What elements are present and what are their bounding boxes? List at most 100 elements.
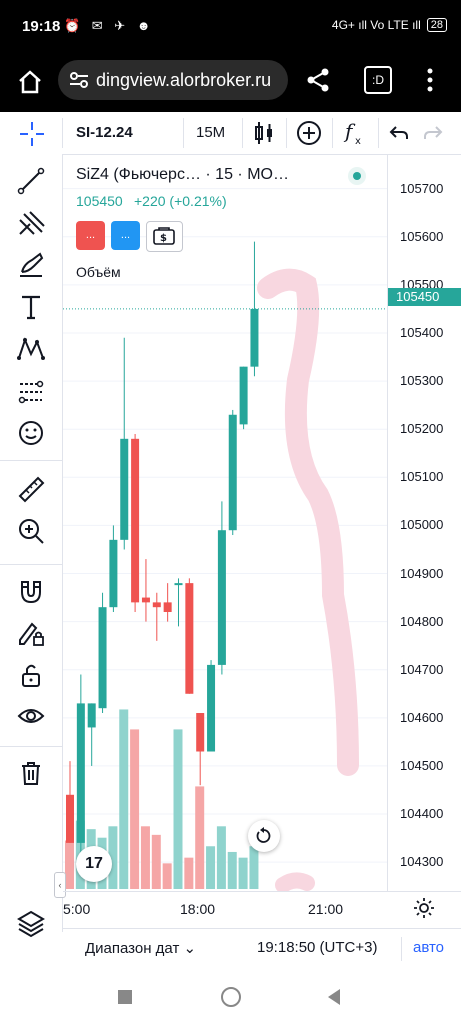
volume-bar xyxy=(140,826,150,889)
zoom-in-icon[interactable] xyxy=(16,516,46,546)
divider xyxy=(0,460,62,461)
market-status-icon[interactable] xyxy=(348,167,366,185)
volume-bar xyxy=(173,729,183,889)
volume-bar xyxy=(216,826,226,889)
status-time: 19:18 xyxy=(22,18,61,35)
date-range-button[interactable]: Диапазон дат ⌄ xyxy=(85,939,196,957)
volume-indicator-label[interactable]: Объём xyxy=(76,264,121,280)
url-text[interactable]: dingview.alorbroker.ru xyxy=(96,69,272,90)
volume-bar xyxy=(195,786,205,889)
brush-icon[interactable] xyxy=(16,250,46,280)
pitchfork-icon[interactable] xyxy=(16,208,46,238)
buy-button[interactable]: ... xyxy=(111,221,140,250)
price-tick: 105700 xyxy=(400,180,444,196)
redo-icon[interactable] xyxy=(422,122,444,144)
drawing-stroke xyxy=(275,872,315,891)
price-tick: 105400 xyxy=(400,324,444,340)
legend-price: 105450 xyxy=(76,193,123,209)
trend-line-icon[interactable] xyxy=(16,166,46,196)
candle-body xyxy=(217,530,226,665)
volume-bar xyxy=(65,840,74,889)
bottom-bar: Диапазон дат ⌄ 19:18:50 (UTC+3) авто xyxy=(63,928,461,969)
candle-body xyxy=(174,583,183,586)
unlock-icon[interactable] xyxy=(16,660,46,690)
legend-title[interactable]: SiZ4 (Фьючерс… · 15 · МО… xyxy=(76,166,289,183)
order-button[interactable]: $ xyxy=(146,221,183,252)
volume-bar xyxy=(130,729,140,889)
emoji-icon[interactable] xyxy=(16,418,46,448)
candle-body xyxy=(163,602,172,612)
volume-bar xyxy=(119,709,129,889)
volume-bar xyxy=(108,826,118,889)
candle-body xyxy=(109,539,118,608)
candle-body xyxy=(131,438,140,603)
site-settings-icon[interactable] xyxy=(68,69,90,91)
money-icon: $ xyxy=(153,227,175,245)
crosshair-icon[interactable] xyxy=(18,120,46,148)
current-price-label: 105450 xyxy=(388,288,461,306)
settings-icon[interactable] xyxy=(413,897,435,919)
system-nav-bar xyxy=(0,970,461,1024)
price-tick: 104900 xyxy=(400,565,444,581)
candle-body xyxy=(207,664,216,752)
date-range-label: Диапазон дат xyxy=(85,940,180,957)
pattern-icon[interactable] xyxy=(16,334,46,364)
undo-icon[interactable] xyxy=(388,122,410,144)
candles-icon[interactable] xyxy=(252,120,276,146)
price-tick: 105600 xyxy=(400,228,444,244)
divider xyxy=(0,564,62,565)
eye-icon[interactable] xyxy=(16,702,46,732)
interval-button[interactable]: 15M xyxy=(196,124,226,141)
price-tick: 105000 xyxy=(400,517,444,533)
price-axis[interactable]: 105700 105600 105500 105400 105300 105200 1051… xyxy=(387,155,461,891)
price-tick: 104600 xyxy=(400,709,444,725)
sell-button[interactable]: ... xyxy=(76,221,105,250)
symbol-search[interactable]: SI-12.24 xyxy=(76,124,133,141)
volume-bar xyxy=(151,834,161,889)
text-icon[interactable] xyxy=(16,292,46,322)
divider xyxy=(332,118,333,148)
tradingview-logo[interactable]: 17 xyxy=(76,846,112,882)
price-tick: 105300 xyxy=(400,373,444,389)
divider xyxy=(62,118,63,148)
time-axis[interactable]: 5:00 18:00 21:00 xyxy=(63,891,461,928)
chart-canvas[interactable] xyxy=(63,155,387,891)
volume-bar xyxy=(184,857,194,889)
candlestick-chart[interactable] xyxy=(63,155,387,891)
price-tick: 105200 xyxy=(400,421,444,437)
volume-bar xyxy=(227,851,237,889)
home-nav-icon[interactable] xyxy=(221,987,241,1007)
recents-icon[interactable] xyxy=(118,990,132,1004)
candle-body xyxy=(196,713,205,752)
candle-body xyxy=(185,583,194,694)
candle-body xyxy=(87,703,96,728)
layers-icon[interactable] xyxy=(16,908,46,938)
price-tick: 104700 xyxy=(400,661,444,677)
plus-circle-icon[interactable] xyxy=(296,120,322,146)
home-icon[interactable] xyxy=(16,68,44,96)
clock[interactable]: 19:18:50 (UTC+3) xyxy=(257,939,378,956)
chevron-down-icon: ⌄ xyxy=(183,940,197,957)
candle-body xyxy=(76,703,85,843)
volume-bar xyxy=(206,846,216,889)
tabs-button[interactable]: :D xyxy=(364,66,392,94)
lock-drawing-icon[interactable] xyxy=(16,618,46,648)
candle-body xyxy=(66,794,74,843)
share-icon[interactable] xyxy=(304,66,332,94)
ruler-icon[interactable] xyxy=(16,474,46,504)
trash-icon[interactable] xyxy=(16,758,46,788)
price-tick: 104300 xyxy=(400,854,444,870)
candle-body xyxy=(239,366,248,425)
url-bar[interactable]: dingview.alorbroker.ru xyxy=(58,60,288,100)
auto-scale-button[interactable]: авто xyxy=(413,939,445,956)
time-tick: 5:00 xyxy=(63,901,91,917)
status-bar: 19:18 ⏰ ✉ ✈ ☻ 4G+ ıll Vo LTE ıll 28 xyxy=(0,0,461,56)
back-icon[interactable] xyxy=(326,988,342,1006)
reset-chart-button[interactable] xyxy=(248,820,280,852)
menu-icon[interactable] xyxy=(424,66,436,94)
magnet-icon[interactable] xyxy=(16,576,46,606)
divider xyxy=(401,937,402,961)
prediction-icon[interactable] xyxy=(16,376,46,406)
